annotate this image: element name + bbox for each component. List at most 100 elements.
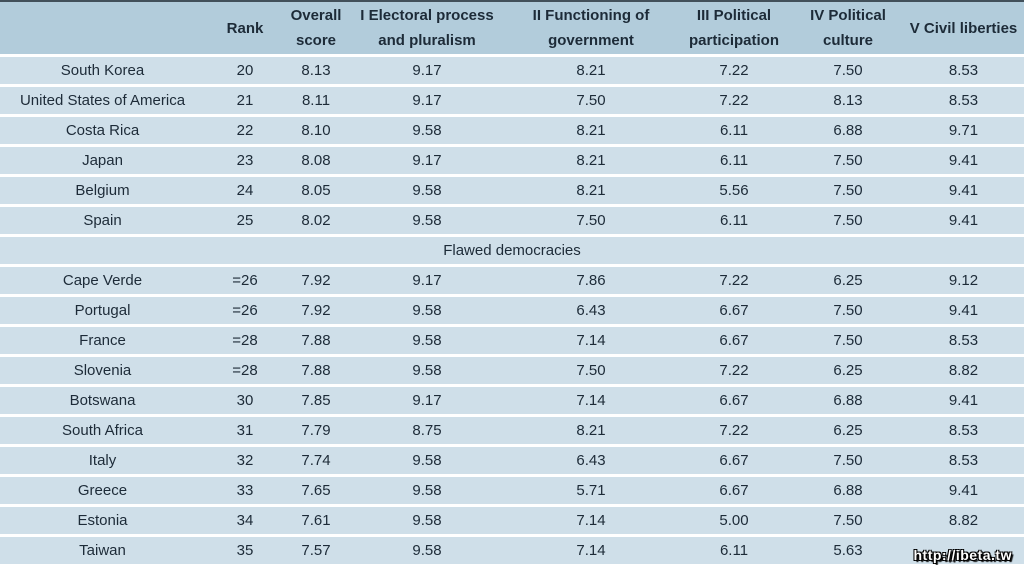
table-row: Estonia 34 7.61 9.58 7.14 5.00 7.50 8.82 [0, 507, 1024, 537]
table-row: United States of America 21 8.11 9.17 7.50 7.… [0, 87, 1024, 117]
cell-participation: 7.22 [675, 357, 793, 387]
column-header-country [0, 2, 205, 57]
cell-rank: 21 [205, 87, 285, 117]
column-header-line: Overall [290, 7, 342, 24]
cell-electoral: 9.58 [347, 327, 507, 357]
cell-culture: 6.88 [793, 387, 903, 417]
cell-participation: 7.22 [675, 417, 793, 447]
cell-rank: 34 [205, 507, 285, 537]
cell-country: Cape Verde [0, 267, 205, 297]
cell-culture: 6.88 [793, 117, 903, 147]
cell-overall: 7.92 [285, 297, 347, 327]
cell-functioning: 5.71 [507, 477, 675, 507]
cell-liberties: 9.41 [903, 147, 1024, 177]
column-header-line: score [295, 32, 337, 49]
cell-rank: =26 [205, 297, 285, 327]
cell-functioning: 7.14 [507, 507, 675, 537]
cell-rank: 33 [205, 477, 285, 507]
table-header: Rank Overall score I Electoral process and p… [0, 2, 1024, 57]
cell-functioning: 7.14 [507, 327, 675, 357]
cell-participation: 5.56 [675, 177, 793, 207]
column-header-functioning: II Functioning of government [507, 2, 675, 57]
cell-country: South Korea [0, 57, 205, 87]
cell-liberties: 9.41 [903, 207, 1024, 237]
table-body: South Korea 20 8.13 9.17 8.21 7.22 7.50 8.53 Uni… [0, 57, 1024, 565]
cell-electoral: 9.17 [347, 267, 507, 297]
cell-functioning: 7.50 [507, 207, 675, 237]
cell-culture: 7.50 [793, 507, 903, 537]
cell-rank: 32 [205, 447, 285, 477]
cell-electoral: 9.58 [347, 537, 507, 565]
cell-culture: 6.25 [793, 417, 903, 447]
cell-liberties: 9.12 [903, 267, 1024, 297]
cell-country: United States of America [0, 87, 205, 117]
cell-functioning: 7.86 [507, 267, 675, 297]
column-header-rank: Rank [205, 2, 285, 57]
cell-liberties: 9.41 [903, 297, 1024, 327]
table-row: Greece 33 7.65 9.58 5.71 6.67 6.88 9.41 [0, 477, 1024, 507]
cell-country: Greece [0, 477, 205, 507]
cell-rank: 20 [205, 57, 285, 87]
cell-liberties: 8.53 [903, 447, 1024, 477]
cell-culture: 7.50 [793, 447, 903, 477]
cell-rank: 31 [205, 417, 285, 447]
cell-culture: 6.25 [793, 357, 903, 387]
cell-rank: 35 [205, 537, 285, 565]
cell-culture: 7.50 [793, 177, 903, 207]
cell-functioning: 8.21 [507, 177, 675, 207]
cell-overall: 7.92 [285, 267, 347, 297]
cell-functioning: 8.21 [507, 57, 675, 87]
cell-overall: 7.65 [285, 477, 347, 507]
cell-overall: 7.61 [285, 507, 347, 537]
cell-overall: 7.79 [285, 417, 347, 447]
column-header-line: participation [688, 32, 779, 49]
table-row: Italy 32 7.74 9.58 6.43 6.67 7.50 8.53 [0, 447, 1024, 477]
cell-culture: 7.50 [793, 327, 903, 357]
cell-liberties: 8.53 [903, 417, 1024, 447]
section-label: Flawed democracies [0, 237, 1024, 267]
cell-overall: 8.08 [285, 147, 347, 177]
table-row: Costa Rica 22 8.10 9.58 8.21 6.11 6.88 9.71 [0, 117, 1024, 147]
column-header-overall: Overall score [285, 2, 347, 57]
cell-participation: 6.11 [675, 117, 793, 147]
table-row: Belgium 24 8.05 9.58 8.21 5.56 7.50 9.41 [0, 177, 1024, 207]
cell-liberties: 9.71 [903, 117, 1024, 147]
cell-liberties: 9.41 [903, 477, 1024, 507]
cell-rank: 25 [205, 207, 285, 237]
cell-culture: 7.50 [793, 207, 903, 237]
cell-functioning: 8.21 [507, 417, 675, 447]
cell-rank: =28 [205, 357, 285, 387]
cell-electoral: 9.58 [347, 357, 507, 387]
cell-electoral: 9.58 [347, 477, 507, 507]
watermark: http://ibeta.tw [913, 547, 1012, 563]
cell-participation: 7.22 [675, 87, 793, 117]
column-header-participation: III Political participation [675, 2, 793, 57]
cell-country: Italy [0, 447, 205, 477]
cell-electoral: 9.58 [347, 297, 507, 327]
column-header-line: III Political [696, 7, 772, 24]
column-header-line: II Functioning of [532, 7, 650, 24]
cell-liberties: 8.53 [903, 87, 1024, 117]
cell-culture: 6.88 [793, 477, 903, 507]
cell-functioning: 8.21 [507, 117, 675, 147]
cell-culture: 7.50 [793, 57, 903, 87]
cell-liberties: 9.41 [903, 387, 1024, 417]
cell-country: Belgium [0, 177, 205, 207]
cell-culture: 7.50 [793, 297, 903, 327]
cell-participation: 6.67 [675, 387, 793, 417]
cell-overall: 8.05 [285, 177, 347, 207]
cell-country: Slovenia [0, 357, 205, 387]
column-header-line: culture [822, 32, 873, 49]
table-row: France =28 7.88 9.58 7.14 6.67 7.50 8.53 [0, 327, 1024, 357]
cell-liberties: 8.82 [903, 507, 1024, 537]
cell-participation: 6.67 [675, 447, 793, 477]
cell-rank: 30 [205, 387, 285, 417]
cell-electoral: 9.58 [347, 447, 507, 477]
cell-liberties: 8.53 [903, 327, 1024, 357]
cell-country: Taiwan [0, 537, 205, 565]
cell-functioning: 7.14 [507, 537, 675, 565]
cell-overall: 8.02 [285, 207, 347, 237]
cell-electoral: 9.17 [347, 387, 507, 417]
